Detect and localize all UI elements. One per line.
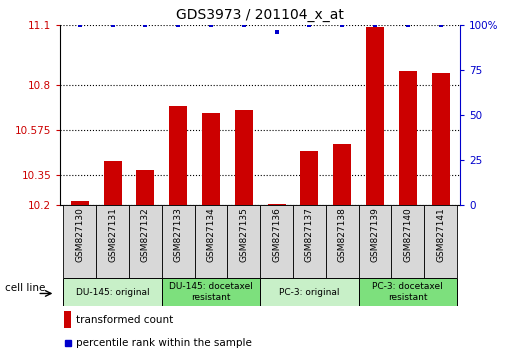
Text: GSM827135: GSM827135 bbox=[240, 207, 248, 262]
Text: GSM827138: GSM827138 bbox=[338, 207, 347, 262]
Bar bbox=[96, 205, 129, 278]
Bar bbox=[71, 201, 89, 205]
Text: DU-145: original: DU-145: original bbox=[76, 287, 150, 297]
Bar bbox=[137, 170, 154, 205]
Text: GSM827139: GSM827139 bbox=[370, 207, 380, 262]
Point bbox=[272, 29, 281, 35]
Bar bbox=[202, 113, 220, 205]
Bar bbox=[63, 278, 162, 306]
Bar bbox=[300, 151, 319, 205]
Bar bbox=[64, 311, 71, 328]
Text: PC-3: original: PC-3: original bbox=[279, 287, 339, 297]
Text: GSM827136: GSM827136 bbox=[272, 207, 281, 262]
Text: percentile rank within the sample: percentile rank within the sample bbox=[76, 338, 252, 348]
Point bbox=[305, 22, 314, 28]
Text: cell line: cell line bbox=[5, 283, 45, 293]
Bar bbox=[235, 110, 253, 205]
Bar bbox=[268, 204, 286, 205]
Bar bbox=[104, 161, 122, 205]
Text: GSM827141: GSM827141 bbox=[436, 207, 445, 262]
Text: GSM827132: GSM827132 bbox=[141, 207, 150, 262]
Point bbox=[174, 22, 183, 28]
Point bbox=[76, 22, 84, 28]
Text: GSM827137: GSM827137 bbox=[305, 207, 314, 262]
Text: GSM827133: GSM827133 bbox=[174, 207, 183, 262]
Bar bbox=[129, 205, 162, 278]
Text: DU-145: docetaxel
resistant: DU-145: docetaxel resistant bbox=[169, 282, 253, 302]
Bar bbox=[228, 205, 260, 278]
Bar bbox=[391, 205, 424, 278]
Point bbox=[371, 22, 379, 28]
Point bbox=[404, 22, 412, 28]
Bar bbox=[162, 278, 260, 306]
Text: GSM827140: GSM827140 bbox=[403, 207, 412, 262]
Point bbox=[436, 22, 445, 28]
Point bbox=[338, 22, 346, 28]
Text: GSM827130: GSM827130 bbox=[75, 207, 84, 262]
Bar bbox=[260, 278, 359, 306]
Text: GSM827134: GSM827134 bbox=[207, 207, 215, 262]
Bar bbox=[326, 205, 359, 278]
Text: transformed count: transformed count bbox=[76, 315, 174, 325]
Bar bbox=[431, 73, 450, 205]
Title: GDS3973 / 201104_x_at: GDS3973 / 201104_x_at bbox=[176, 8, 344, 22]
Point bbox=[141, 22, 150, 28]
Text: PC-3: docetaxel
resistant: PC-3: docetaxel resistant bbox=[372, 282, 443, 302]
Text: GSM827131: GSM827131 bbox=[108, 207, 117, 262]
Bar bbox=[359, 205, 391, 278]
Bar bbox=[424, 205, 457, 278]
Bar bbox=[162, 205, 195, 278]
Bar bbox=[195, 205, 228, 278]
Point bbox=[207, 22, 215, 28]
Point bbox=[108, 22, 117, 28]
Point bbox=[240, 22, 248, 28]
Bar bbox=[333, 144, 351, 205]
Bar bbox=[399, 71, 417, 205]
Bar bbox=[63, 205, 96, 278]
Bar bbox=[293, 205, 326, 278]
Bar bbox=[169, 106, 187, 205]
Bar bbox=[359, 278, 457, 306]
Bar bbox=[366, 27, 384, 205]
Bar bbox=[260, 205, 293, 278]
